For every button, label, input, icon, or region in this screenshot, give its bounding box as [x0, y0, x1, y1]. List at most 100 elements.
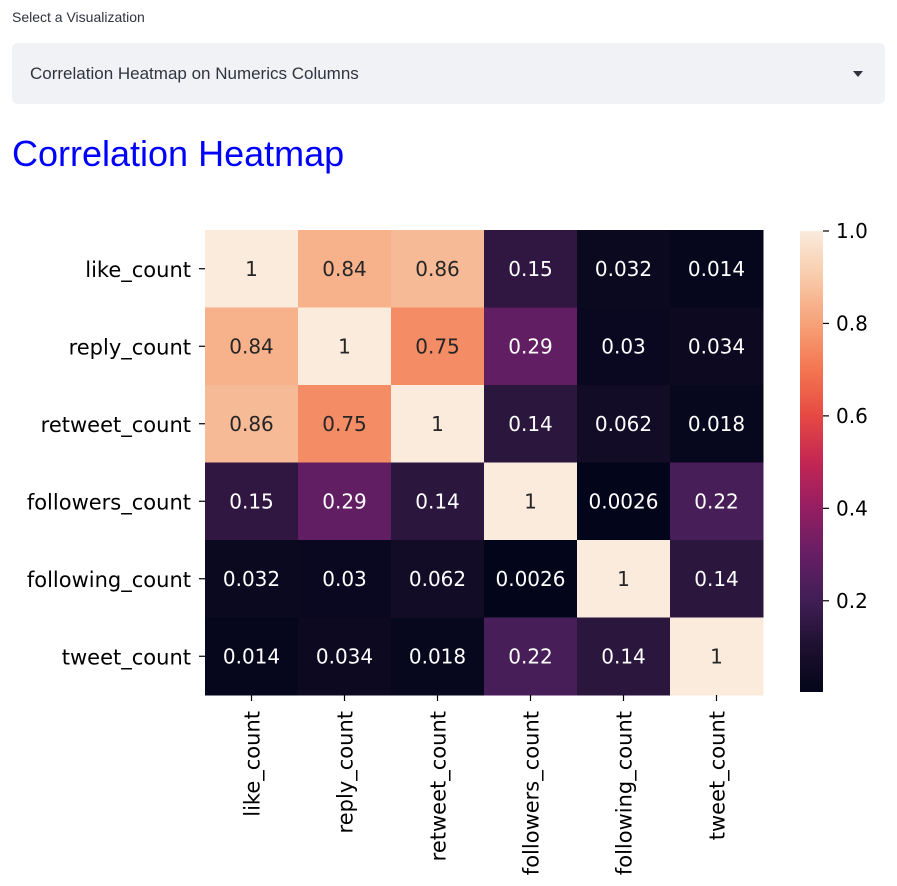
- x-tick-label: followers_count: [520, 711, 545, 875]
- cell-value-label: 0.034: [688, 334, 745, 358]
- x-axis: like_count reply_count retweet_count follow…: [241, 695, 731, 875]
- colorbar-tick-label: 0.2: [836, 589, 868, 613]
- colorbar-gradient: [800, 231, 823, 692]
- cell-value-label: 0.84: [322, 257, 367, 281]
- cell-value-label: 0.062: [409, 567, 466, 591]
- cell-value-label: 0.062: [595, 412, 652, 436]
- cell-value-label: 0.86: [229, 412, 274, 436]
- y-tick-label: like_count: [85, 258, 191, 283]
- chevron-down-icon[interactable]: [853, 71, 863, 77]
- heatmap-cell: [577, 307, 671, 386]
- x-tick-label: like_count: [241, 711, 266, 817]
- y-tick-label: followers_count: [27, 490, 191, 515]
- cell-value-label: 0.75: [322, 412, 367, 436]
- cell-value-label: 0.034: [316, 644, 373, 668]
- heatmap-cell: [391, 617, 485, 696]
- cell-value-label: 1: [245, 257, 258, 281]
- heatmap-cell: [298, 307, 392, 386]
- cell-value-label: 0.29: [322, 489, 367, 513]
- cell-value-label: 0.22: [694, 489, 739, 513]
- heatmap-cell: [391, 540, 485, 618]
- cell-value-label: 0.14: [415, 489, 460, 513]
- colorbar-tick-label: 0.6: [836, 404, 868, 428]
- colorbar: 0.2 0.4 0.6 0.8 1.0: [800, 219, 868, 692]
- cell-value-label: 0.0026: [496, 567, 566, 591]
- cell-value-label: 0.14: [601, 644, 646, 668]
- heatmap-cell: [670, 307, 764, 386]
- heatmap-cell: [391, 462, 485, 541]
- y-tick-label: tweet_count: [62, 645, 191, 670]
- visualization-select[interactable]: Correlation Heatmap on Numerics Columns: [12, 43, 885, 104]
- cell-value-label: 0.0026: [589, 489, 659, 513]
- heatmap-cell: [298, 230, 392, 308]
- heatmap-cell: [298, 540, 392, 618]
- heatmap-cell: [391, 307, 485, 386]
- heatmap-cell: [670, 230, 764, 308]
- cell-value-label: 1: [617, 567, 630, 591]
- cell-value-label: 0.75: [415, 334, 460, 358]
- heatmap-cell: [205, 540, 299, 618]
- heatmap-cell: [484, 540, 578, 618]
- heatmap-cell: [298, 462, 392, 541]
- colorbar-tick-label: 0.8: [836, 311, 868, 335]
- select-label: Select a Visualization: [12, 9, 145, 25]
- heatmap-cell: [577, 462, 671, 541]
- heatmap-cell: [577, 385, 671, 463]
- heatmap-cell: [484, 385, 578, 463]
- heatmap-cell: [205, 230, 299, 308]
- cell-value-label: 0.014: [688, 257, 745, 281]
- cell-value-label: 0.03: [322, 567, 367, 591]
- heatmap-cell: [577, 230, 671, 308]
- heatmap-cell: [298, 385, 392, 463]
- cell-value-label: 0.86: [415, 257, 460, 281]
- page-title: Correlation Heatmap: [12, 133, 345, 174]
- cell-value-label: 0.22: [508, 644, 553, 668]
- heatmap-cell: [484, 307, 578, 386]
- heatmap-cell: [577, 617, 671, 696]
- heatmap-cells: [205, 230, 764, 696]
- cell-value-label: 0.14: [694, 567, 739, 591]
- heatmap-cell: [205, 385, 299, 463]
- y-tick-label: following_count: [27, 568, 191, 593]
- cell-value-label: 0.03: [601, 334, 646, 358]
- heatmap-annotations: 1 0.84 0.86 0.15 0.032 0.014 0.84 1 0.75 0.29 0.03…: [223, 257, 745, 669]
- heatmap-cell: [670, 617, 764, 696]
- y-tick-label: retweet_count: [41, 413, 191, 438]
- x-tick-label: retweet_count: [427, 711, 452, 861]
- colorbar-tick-label: 1.0: [836, 219, 868, 243]
- cell-value-label: 0.014: [223, 644, 280, 668]
- colorbar-tick-label: 0.4: [836, 496, 868, 520]
- y-axis: like_count reply_count retweet_countfollow…: [27, 258, 205, 670]
- heatmap-cell: [391, 385, 485, 463]
- heatmap-cell: [484, 462, 578, 541]
- cell-value-label: 0.018: [409, 644, 466, 668]
- heatmap-cell: [484, 230, 578, 308]
- cell-value-label: 0.14: [508, 412, 553, 436]
- cell-value-label: 0.15: [229, 489, 274, 513]
- cell-value-label: 0.032: [595, 257, 652, 281]
- x-tick-label: reply_count: [334, 711, 359, 833]
- heatmap-cell: [577, 540, 671, 618]
- select-value: Correlation Heatmap on Numerics Columns: [30, 64, 359, 83]
- heatmap-cell: [391, 230, 485, 308]
- heatmap-cell: [205, 462, 299, 541]
- heatmap-cell: [205, 307, 299, 386]
- heatmap-cell: [205, 617, 299, 696]
- cell-value-label: 0.84: [229, 334, 274, 358]
- cell-value-label: 0.018: [688, 412, 745, 436]
- heatmap-cell: [298, 617, 392, 696]
- x-tick-label: tweet_count: [706, 711, 731, 840]
- heatmap-cell: [670, 462, 764, 541]
- cell-value-label: 1: [338, 334, 351, 358]
- heatmap-cell: [670, 540, 764, 618]
- x-tick-label: following_count: [613, 711, 638, 875]
- heatmap-cell: [484, 617, 578, 696]
- cell-value-label: 1: [710, 644, 723, 668]
- cell-value-label: 1: [524, 489, 537, 513]
- cell-value-label: 1: [431, 412, 444, 436]
- y-tick-label: reply_count: [69, 335, 191, 360]
- heatmap-cell: [670, 385, 764, 463]
- cell-value-label: 0.032: [223, 567, 280, 591]
- cell-value-label: 0.29: [508, 334, 553, 358]
